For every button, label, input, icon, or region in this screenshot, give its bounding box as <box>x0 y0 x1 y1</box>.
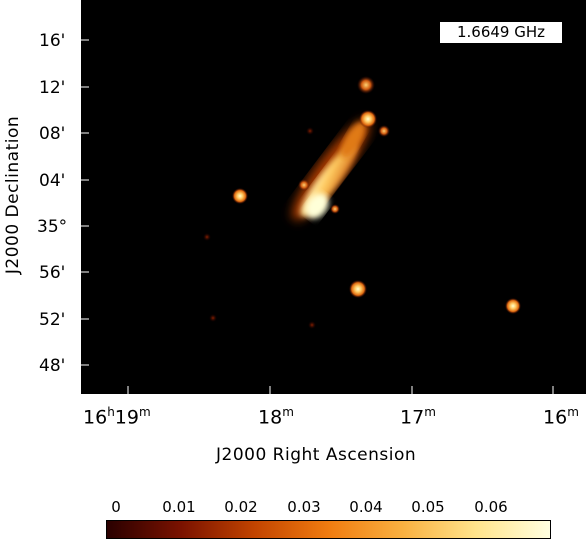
point-source <box>298 179 310 191</box>
image-background <box>81 0 586 394</box>
colorbar-label: 0 <box>111 498 121 516</box>
point-source <box>505 298 521 314</box>
colorbar-label: 0.04 <box>349 498 383 516</box>
point-source <box>232 188 248 204</box>
point-source <box>349 280 367 298</box>
colorbar-label: 0.06 <box>474 498 508 516</box>
bright-knot <box>359 110 377 128</box>
y-tick-label: 35° <box>37 217 68 237</box>
colorbar <box>106 520 551 539</box>
faint-source <box>308 321 316 329</box>
x-axis-title: J2000 Right Ascension <box>216 445 417 465</box>
colorbar-label: 0.03 <box>287 498 321 516</box>
y-tick-label: 04' <box>39 171 66 191</box>
y-axis-title: J2000 Declination <box>3 115 23 275</box>
colorbar-label: 0.05 <box>411 498 445 516</box>
x-tick-label: 18m <box>258 405 294 429</box>
colorbar-label: 0.01 <box>162 498 196 516</box>
x-tick-label: 16m <box>543 405 579 429</box>
x-tick-label: 16h19m <box>83 405 151 429</box>
axis-ticks <box>81 39 554 394</box>
x-tick-label: 17m <box>400 405 436 429</box>
main-radio-source <box>292 119 370 221</box>
point-source <box>378 125 390 137</box>
y-tick-label: 08' <box>39 124 66 144</box>
colorbar-label: 0.02 <box>224 498 258 516</box>
radio-image <box>81 0 586 394</box>
faint-source <box>306 127 314 135</box>
radio-image-panel <box>81 0 586 394</box>
y-tick-label: 12' <box>39 78 66 98</box>
faint-source <box>209 314 217 322</box>
y-tick-label: 56' <box>39 263 66 283</box>
frequency-label: 1.6649 GHz <box>440 22 562 43</box>
point-source <box>330 204 340 214</box>
y-tick-label: 52' <box>39 310 66 330</box>
y-tick-label: 16' <box>39 31 66 51</box>
northern-knot <box>357 76 375 94</box>
faint-source <box>203 233 211 241</box>
y-tick-label: 48' <box>39 356 66 376</box>
